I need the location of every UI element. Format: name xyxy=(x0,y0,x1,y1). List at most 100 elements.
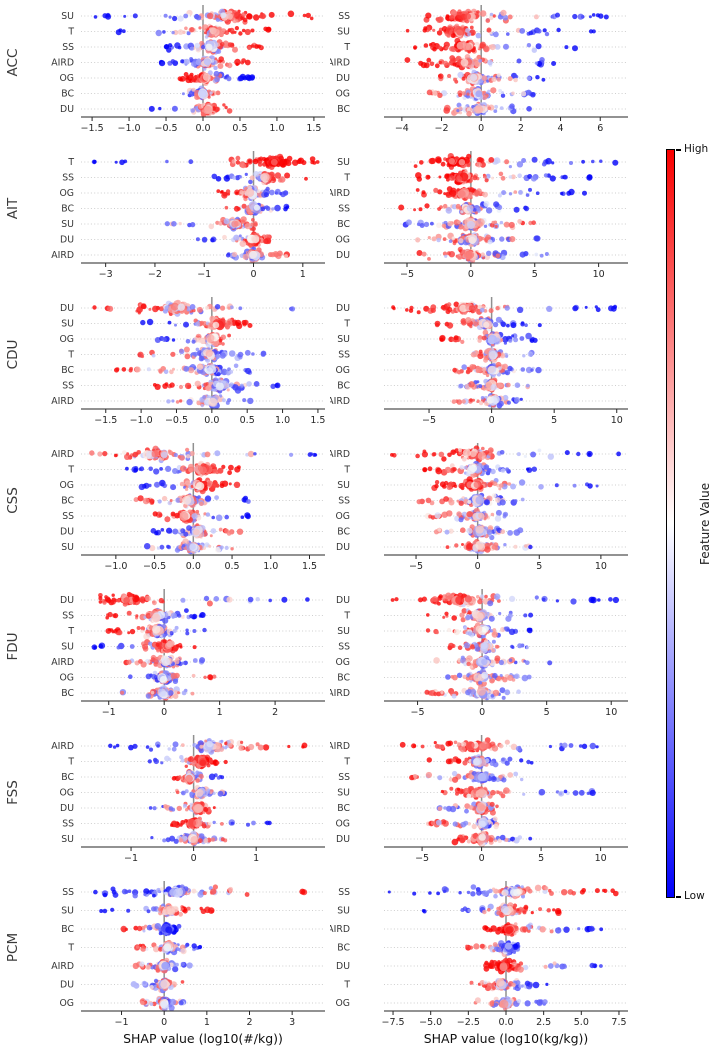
tick-label: −3 xyxy=(99,269,113,280)
feature-label: AIRD xyxy=(330,688,350,699)
subplot-CDU-left: −1.5 −1.0 −0.5 0.0 0.5 1.0 1.5 DU SU OG T BC SS AIRD C… xyxy=(5,297,325,426)
x-axis: −1 0 1 2 3 xyxy=(81,1010,325,1028)
x-axis: −5 0 5 10 xyxy=(384,408,628,426)
feature-label: SU xyxy=(61,906,74,917)
subplot-row-FDU: −1 0 1 2 DU SS T SU AIRD OG BC FDU −5 0 5 10 DU T SU SS OG BC… xyxy=(0,584,720,730)
tick-label: −1.5 xyxy=(81,123,104,134)
tick-label: −0.5 xyxy=(165,415,188,426)
feature-label: SU xyxy=(61,319,74,330)
tick-label: 0.5 xyxy=(240,415,255,426)
feature-label: T xyxy=(343,42,350,53)
feature-label: SS xyxy=(338,496,350,507)
feature-label: OG xyxy=(59,788,74,799)
beeswarm-points xyxy=(91,153,320,264)
feature-label: SS xyxy=(62,819,74,830)
subplot-CSS-left: −1.0 −0.5 0.0 0.5 1.0 1.5 AIRD T OG BC SS DU SU CSS xyxy=(5,443,325,572)
tick-label: −5.0 xyxy=(419,1017,442,1028)
feature-label: BC xyxy=(61,688,74,699)
tick-label: 2 xyxy=(518,123,524,134)
feature-label: T xyxy=(67,943,74,954)
beeswarm-points xyxy=(93,884,308,1012)
colorbar-title: Feature Value xyxy=(698,482,712,566)
x-axis: −4 −2 0 2 4 6 xyxy=(384,116,628,134)
tick-label: 3 xyxy=(289,1017,295,1028)
tick-label: −7.5 xyxy=(381,1017,404,1028)
feature-label: OG xyxy=(59,480,74,491)
tick-label: 5 xyxy=(532,269,538,280)
tick-label: 10 xyxy=(611,415,623,426)
feature-label: T xyxy=(67,465,74,476)
beeswarm-points xyxy=(390,445,621,555)
feature-labels: SU T SS AIRD OG BC DU xyxy=(51,11,74,115)
colorbar-low-label: Low xyxy=(684,890,705,902)
feature-label: OG xyxy=(335,235,350,246)
feature-label: BC xyxy=(337,673,350,684)
tick-label: −5 xyxy=(400,269,414,280)
feature-label: SU xyxy=(337,788,350,799)
row-label: FSS xyxy=(5,780,21,805)
feature-label: OG xyxy=(335,365,350,376)
feature-label: SU xyxy=(337,626,350,637)
feature-label: SU xyxy=(61,11,74,22)
feature-label: AIRD xyxy=(330,449,350,460)
feature-label: AIRD xyxy=(51,449,74,460)
tick-label: −1 xyxy=(124,853,138,864)
tick-label: 4 xyxy=(558,123,564,134)
feature-labels: SS SU AIRD BC DU T OG xyxy=(330,887,350,1009)
feature-label: SS xyxy=(338,642,350,653)
beeswarm-points xyxy=(92,299,296,409)
feature-label: BC xyxy=(61,772,74,783)
feature-label: OG xyxy=(335,511,350,522)
feature-label: SS xyxy=(338,350,350,361)
feature-labels: DU SS T SU AIRD OG BC xyxy=(51,595,74,699)
tick-label: 0.0 xyxy=(204,415,219,426)
feature-label: SU xyxy=(337,334,350,345)
subplot-PCM-left: −1 0 1 2 3 SS SU BC T AIRD DU OG PCM xyxy=(5,881,325,1028)
subplot-row-ACC: −1.5 −1.0 −0.5 0.0 0.5 1.0 1.5 SU T SS AIRD OG BC DU A… xyxy=(0,0,720,146)
subplot-FSS-left: −1 0 1 AIRD T BC OG DU SS SU FSS xyxy=(5,735,325,864)
tick-label: −1 xyxy=(115,1017,129,1028)
subplot-row-PCM: −1 0 1 2 3 SS SU BC T AIRD DU OG PCM −7.5 −5.0 −2.5 0.0 2… xyxy=(0,876,720,1051)
feature-label: DU xyxy=(336,250,350,261)
feature-label: SU xyxy=(337,27,350,38)
beeswarm-points xyxy=(89,445,318,555)
subplot-row-AIT: −3 −2 −1 0 1 T SS OG BC SU DU AIRD AIT −5 0 5 10 SU T AIRD S… xyxy=(0,146,720,292)
tick-label: 5 xyxy=(551,415,557,426)
feature-labels: AIRD T SU SS OG BC DU xyxy=(330,449,350,553)
feature-labels: DU SU OG T BC SS AIRD xyxy=(51,303,74,407)
tick-label: 0 xyxy=(479,707,485,718)
x-axis: −1.5 −1.0 −0.5 0.0 0.5 1.0 1.5 xyxy=(81,116,325,134)
tick-label: −2 xyxy=(148,269,162,280)
tick-label: 1.0 xyxy=(269,123,284,134)
tick-label: 10 xyxy=(593,269,605,280)
beeswarm-points xyxy=(391,301,618,409)
feature-label: DU xyxy=(60,303,74,314)
feature-label: DU xyxy=(336,834,350,845)
tick-label: 5.0 xyxy=(574,1017,589,1028)
feature-label: BC xyxy=(337,803,350,814)
tick-label: 0.5 xyxy=(224,561,239,572)
row-label: CSS xyxy=(5,487,21,514)
subplot-PCM-right: −7.5 −5.0 −2.5 0.0 2.5 5.0 7.5 SS SU AIRD BC DU T OG xyxy=(330,881,628,1028)
tick-label: 10 xyxy=(595,561,607,572)
feature-labels: DU T SU SS OG BC AIRD xyxy=(330,595,350,699)
tick-label: 0 xyxy=(251,269,257,280)
feature-label: OG xyxy=(335,89,350,100)
beeswarm-points xyxy=(108,738,308,847)
colorbar-high-label: High xyxy=(684,143,709,155)
feature-label: SU xyxy=(337,480,350,491)
colorbar-gradient xyxy=(666,149,675,898)
subplot-ACC-left: −1.5 −1.0 −0.5 0.0 0.5 1.0 1.5 SU T SS AIRD OG BC DU A… xyxy=(5,5,325,134)
subplot-FSS-right: −5 0 5 10 AIRD T SS SU BC OG DU xyxy=(330,735,628,864)
beeswarm-points xyxy=(93,8,314,118)
tick-label: 7.5 xyxy=(611,1017,626,1028)
row-label: FDU xyxy=(5,632,21,660)
feature-label: DU xyxy=(336,542,350,553)
feature-label: DU xyxy=(336,303,350,314)
feature-label: DU xyxy=(60,803,74,814)
feature-label: BC xyxy=(337,943,350,954)
feature-label: SU xyxy=(61,642,74,653)
feature-label: T xyxy=(343,173,350,184)
x-axis: −1.5 −1.0 −0.5 0.0 0.5 1.0 1.5 xyxy=(81,408,325,426)
